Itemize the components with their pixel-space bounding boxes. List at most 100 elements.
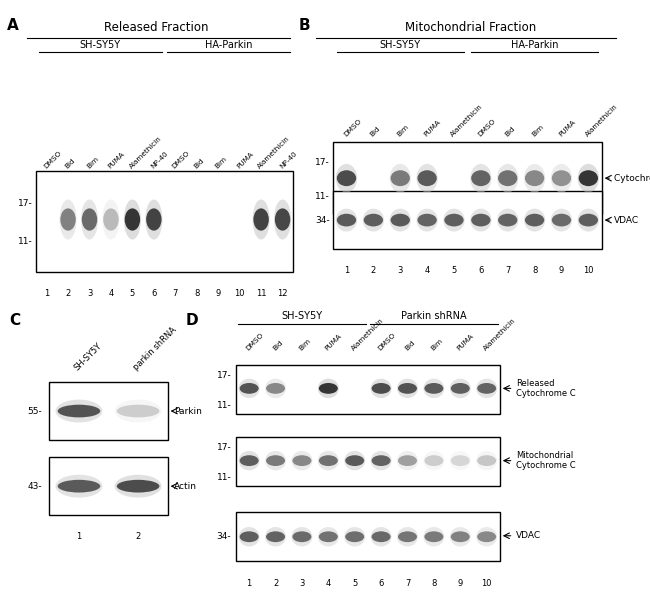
Ellipse shape bbox=[578, 209, 599, 232]
Ellipse shape bbox=[551, 164, 572, 193]
Text: Mitochondrial
Cytochrome C: Mitochondrial Cytochrome C bbox=[516, 451, 575, 470]
Bar bbox=[333, 142, 602, 214]
Text: Bid: Bid bbox=[192, 157, 205, 170]
Text: Bim: Bim bbox=[214, 155, 228, 170]
Text: Actin: Actin bbox=[174, 482, 197, 491]
Ellipse shape bbox=[318, 532, 338, 542]
Ellipse shape bbox=[239, 451, 259, 470]
Ellipse shape bbox=[525, 170, 544, 186]
Text: parkin shRNA: parkin shRNA bbox=[132, 325, 179, 372]
Bar bbox=[49, 382, 168, 440]
Text: 2: 2 bbox=[370, 266, 376, 275]
Ellipse shape bbox=[55, 400, 103, 423]
Ellipse shape bbox=[370, 451, 391, 470]
Text: 17-: 17- bbox=[315, 158, 330, 167]
Ellipse shape bbox=[552, 170, 571, 186]
Text: 11-: 11- bbox=[315, 192, 330, 200]
Ellipse shape bbox=[423, 451, 445, 470]
Text: SH-SY5Y: SH-SY5Y bbox=[380, 40, 421, 49]
Text: 1: 1 bbox=[76, 532, 82, 541]
Ellipse shape bbox=[291, 527, 313, 547]
Text: 34-: 34- bbox=[217, 532, 231, 541]
Text: 5: 5 bbox=[130, 290, 135, 299]
Text: SH-SY5Y: SH-SY5Y bbox=[73, 341, 104, 372]
Text: 2: 2 bbox=[273, 579, 278, 588]
Ellipse shape bbox=[417, 214, 437, 226]
Ellipse shape bbox=[372, 455, 391, 466]
Text: 1: 1 bbox=[344, 266, 349, 275]
Ellipse shape bbox=[114, 400, 162, 423]
Bar bbox=[236, 512, 500, 561]
Text: PUMA: PUMA bbox=[235, 150, 254, 170]
Bar bbox=[49, 458, 168, 515]
Text: Parkin shRNA: Parkin shRNA bbox=[401, 311, 467, 321]
Ellipse shape bbox=[60, 208, 76, 231]
Text: 8: 8 bbox=[532, 266, 538, 275]
Text: 4: 4 bbox=[109, 290, 114, 299]
Ellipse shape bbox=[471, 170, 491, 186]
Ellipse shape bbox=[471, 214, 491, 226]
Ellipse shape bbox=[476, 527, 497, 547]
Ellipse shape bbox=[578, 164, 599, 193]
Text: 34-: 34- bbox=[315, 216, 330, 225]
Ellipse shape bbox=[125, 208, 140, 231]
Ellipse shape bbox=[253, 199, 270, 240]
Text: A: A bbox=[7, 18, 19, 33]
Text: DMSO: DMSO bbox=[377, 332, 396, 352]
Ellipse shape bbox=[240, 532, 259, 542]
Ellipse shape bbox=[318, 379, 339, 398]
Ellipse shape bbox=[266, 383, 285, 394]
Ellipse shape bbox=[498, 170, 517, 186]
Text: HA-Parkin: HA-Parkin bbox=[205, 40, 253, 49]
Text: 10: 10 bbox=[583, 266, 593, 275]
Ellipse shape bbox=[291, 451, 313, 470]
Text: HA-Parkin: HA-Parkin bbox=[511, 40, 558, 49]
Ellipse shape bbox=[318, 451, 339, 470]
Ellipse shape bbox=[450, 383, 470, 394]
Ellipse shape bbox=[417, 164, 437, 193]
Text: Bim: Bim bbox=[85, 155, 99, 170]
Ellipse shape bbox=[239, 527, 259, 547]
Ellipse shape bbox=[398, 383, 417, 394]
Ellipse shape bbox=[55, 475, 103, 498]
Text: 2: 2 bbox=[66, 290, 71, 299]
Ellipse shape bbox=[470, 209, 491, 232]
Ellipse shape bbox=[58, 405, 100, 417]
Ellipse shape bbox=[397, 527, 418, 547]
Bar bbox=[333, 191, 602, 249]
Text: 3: 3 bbox=[299, 579, 305, 588]
Ellipse shape bbox=[265, 451, 286, 470]
Ellipse shape bbox=[240, 455, 259, 466]
Ellipse shape bbox=[81, 199, 98, 240]
Text: VDAC: VDAC bbox=[516, 531, 541, 540]
Text: Bid: Bid bbox=[271, 340, 284, 352]
Ellipse shape bbox=[239, 379, 259, 398]
Ellipse shape bbox=[450, 379, 471, 398]
Text: Bim: Bim bbox=[396, 123, 410, 138]
Text: Bid: Bid bbox=[504, 125, 516, 138]
Ellipse shape bbox=[476, 451, 497, 470]
Text: 43-: 43- bbox=[27, 482, 42, 491]
Text: Bid: Bid bbox=[64, 157, 76, 170]
Text: 11: 11 bbox=[256, 290, 266, 299]
Ellipse shape bbox=[397, 451, 418, 470]
Text: Cytochrome C: Cytochrome C bbox=[614, 174, 650, 182]
Ellipse shape bbox=[397, 379, 418, 398]
Ellipse shape bbox=[370, 527, 391, 547]
Ellipse shape bbox=[103, 199, 120, 240]
Text: PUMA: PUMA bbox=[324, 333, 343, 352]
Ellipse shape bbox=[423, 527, 445, 547]
Text: 7: 7 bbox=[505, 266, 510, 275]
Ellipse shape bbox=[345, 532, 364, 542]
Ellipse shape bbox=[498, 214, 517, 226]
Ellipse shape bbox=[391, 170, 410, 186]
Text: Bim: Bim bbox=[430, 338, 444, 352]
Text: 5: 5 bbox=[352, 579, 358, 588]
Text: Alamethicin: Alamethicin bbox=[257, 135, 291, 170]
Text: Alamethicin: Alamethicin bbox=[128, 135, 162, 170]
Ellipse shape bbox=[391, 214, 410, 226]
Text: 55-: 55- bbox=[27, 406, 42, 415]
Text: Released
Cytochrome C: Released Cytochrome C bbox=[516, 379, 575, 398]
Ellipse shape bbox=[344, 527, 365, 547]
Ellipse shape bbox=[424, 455, 443, 466]
